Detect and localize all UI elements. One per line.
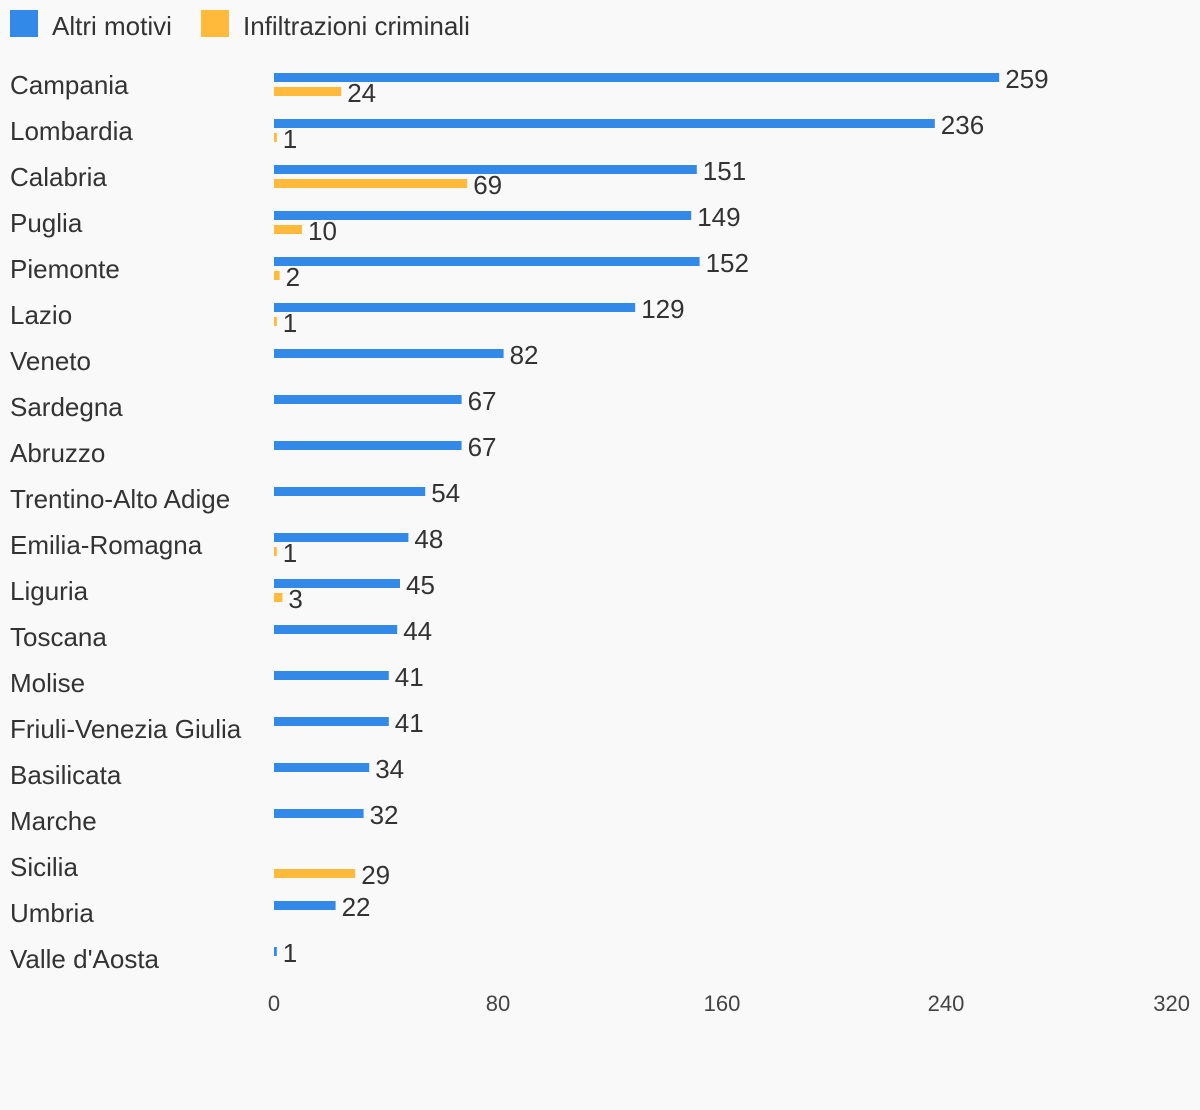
x-tick-label-80: 80 [486,991,510,1016]
bar-altri-motivi-sardegna [274,395,462,404]
value-label-altri-motivi-umbria: 22 [342,892,371,922]
value-label-altri-motivi-abruzzo: 67 [468,432,497,462]
bar-altri-motivi-abruzzo [274,441,462,450]
value-label-altri-motivi-liguria: 45 [406,570,435,600]
category-label-sicilia: Sicilia [10,852,78,882]
bar-altri-motivi-campania [274,73,1000,82]
category-label-veneto: Veneto [10,346,91,376]
category-label-toscana: Toscana [10,622,107,652]
value-label-infiltrazioni-criminali-lazio: 1 [283,308,297,338]
bar-infiltrazioni-criminali-piemonte [274,271,280,280]
category-label-sardegna: Sardegna [10,392,123,422]
bar-altri-motivi-calabria [274,165,697,174]
category-label-liguria: Liguria [10,576,89,606]
bar-altri-motivi-piemonte [274,257,700,266]
category-label-abruzzo: Abruzzo [10,438,105,468]
bar-altri-motivi-marche [274,809,364,818]
bars [274,73,1000,956]
category-label-trentino-alto-adige: Trentino-Alto Adige [10,484,230,514]
value-label-altri-motivi-basilicata: 34 [375,754,404,784]
value-label-altri-motivi-lombardia: 236 [941,110,984,140]
value-label-altri-motivi-valle-d-aosta: 1 [283,938,297,968]
bar-altri-motivi-lazio [274,303,636,312]
value-label-infiltrazioni-criminali-piemonte: 2 [286,262,300,292]
value-label-altri-motivi-sardegna: 67 [468,386,497,416]
value-label-altri-motivi-veneto: 82 [510,340,539,370]
value-label-altri-motivi-marche: 32 [370,800,399,830]
bar-altri-motivi-basilicata [274,763,370,772]
bar-altri-motivi-lombardia [274,119,935,128]
bar-altri-motivi-emilia-romagna [274,533,409,542]
value-label-altri-motivi-calabria: 151 [703,156,746,186]
bar-infiltrazioni-criminali-campania [274,87,342,96]
category-label-emilia-romagna: Emilia-Romagna [10,530,203,560]
bar-altri-motivi-friuli-venezia-giulia [274,717,389,726]
x-tick-label-160: 160 [704,991,741,1016]
category-label-friuli-venezia-giulia: Friuli-Venezia Giulia [10,714,242,744]
bar-infiltrazioni-criminali-lombardia [274,133,277,142]
bar-infiltrazioni-criminali-calabria [274,179,468,188]
category-label-lazio: Lazio [10,300,72,330]
x-tick-label-320: 320 [1153,991,1190,1016]
bar-infiltrazioni-criminali-sicilia [274,869,356,878]
value-label-altri-motivi-molise: 41 [395,662,424,692]
category-label-valle-d-aosta: Valle d'Aosta [10,944,160,974]
value-label-infiltrazioni-criminali-calabria: 69 [473,170,502,200]
legend: Altri motivi Infiltrazioni criminali [10,10,470,41]
x-axis-ticks: 0 80 160 240 320 [268,991,1190,1016]
value-label-altri-motivi-toscana: 44 [403,616,432,646]
bar-altri-motivi-puglia [274,211,692,220]
value-label-altri-motivi-lazio: 129 [641,294,684,324]
bar-altri-motivi-toscana [274,625,398,634]
value-label-infiltrazioni-criminali-emilia-romagna: 1 [283,538,297,568]
value-label-infiltrazioni-criminali-sicilia: 29 [361,860,390,890]
bar-altri-motivi-umbria [274,901,336,910]
value-label-infiltrazioni-criminali-lombardia: 1 [283,124,297,154]
bar-infiltrazioni-criminali-liguria [274,593,283,602]
legend-swatch-altri-motivi [10,10,38,37]
bar-altri-motivi-molise [274,671,389,680]
bar-infiltrazioni-criminali-lazio [274,317,277,326]
category-label-marche: Marche [10,806,97,836]
x-tick-label-0: 0 [268,991,280,1016]
legend-label-infiltrazioni-criminali: Infiltrazioni criminali [243,11,470,41]
x-tick-label-240: 240 [928,991,965,1016]
category-label-umbria: Umbria [10,898,94,928]
value-label-altri-motivi-trentino-alto-adige: 54 [431,478,460,508]
bar-altri-motivi-trentino-alto-adige [274,487,426,496]
category-label-calabria: Calabria [10,162,107,192]
value-label-infiltrazioni-criminali-liguria: 3 [288,584,302,614]
legend-label-altri-motivi: Altri motivi [52,11,172,41]
value-label-altri-motivi-puglia: 149 [697,202,740,232]
value-label-altri-motivi-campania: 259 [1005,64,1048,94]
category-label-lombardia: Lombardia [10,116,133,146]
bar-altri-motivi-liguria [274,579,400,588]
bar-altri-motivi-veneto [274,349,504,358]
category-label-molise: Molise [10,668,85,698]
value-label-altri-motivi-friuli-venezia-giulia: 41 [395,708,424,738]
bar-altri-motivi-valle-d-aosta [274,947,277,956]
category-label-campania: Campania [10,70,129,100]
bar-infiltrazioni-criminali-puglia [274,225,302,234]
category-label-piemonte: Piemonte [10,254,120,284]
value-label-altri-motivi-emilia-romagna: 48 [414,524,443,554]
value-label-infiltrazioni-criminali-puglia: 10 [308,216,337,246]
category-label-basilicata: Basilicata [10,760,122,790]
bar-infiltrazioni-criminali-emilia-romagna [274,547,277,556]
category-label-puglia: Puglia [10,208,83,238]
legend-swatch-infiltrazioni-criminali [201,10,229,37]
value-labels: 2592423611516914910152212918267675448145… [283,64,1049,968]
value-label-altri-motivi-piemonte: 152 [706,248,749,278]
category-labels: Campania Lombardia Calabria Puglia Piemonte L… [10,70,242,974]
value-label-infiltrazioni-criminali-campania: 24 [347,78,376,108]
